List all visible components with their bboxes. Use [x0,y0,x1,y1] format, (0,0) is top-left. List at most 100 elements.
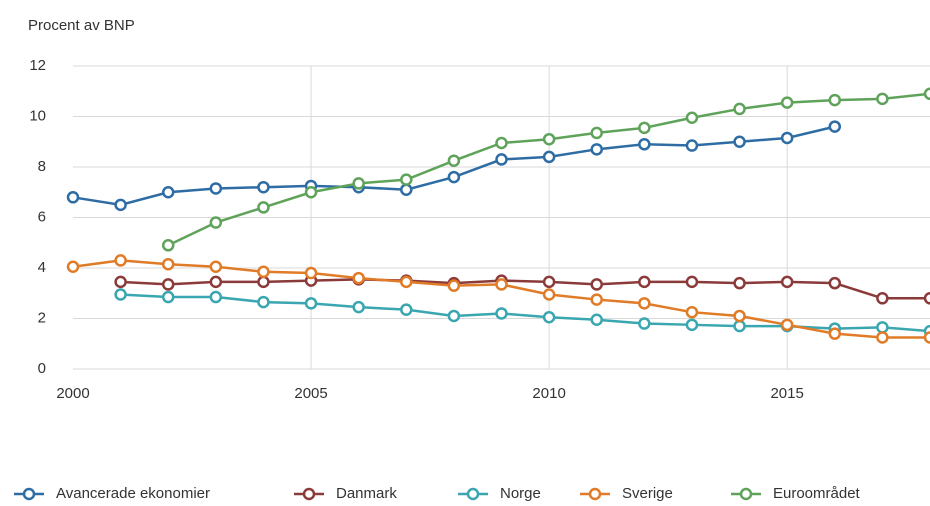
data-point [542,310,556,324]
data-point [352,177,365,190]
data-point [400,303,413,316]
data-point [209,260,223,273]
data-point [304,297,318,310]
data-point [447,279,461,292]
data-point [780,318,794,332]
data-point [161,278,175,291]
data-point [400,275,413,289]
data-point [638,297,651,310]
x-tick-label: 2015 [770,385,803,402]
data-point [542,132,556,146]
data-point [542,150,556,164]
data-point [495,278,508,291]
x-tick-label: 2005 [294,385,327,402]
data-point [685,318,699,332]
data-point [257,265,270,279]
y-tick-label: 2 [38,309,46,326]
data-point [828,120,842,133]
data-point [923,292,930,305]
data-point [733,309,746,323]
data-point [733,276,746,290]
data-point [733,135,746,148]
data-point [209,182,223,195]
data-point [447,154,461,167]
legend-label: Euroområdet [773,485,861,502]
data-point [685,111,699,125]
y-tick-label: 6 [38,208,46,225]
data-point [352,300,365,314]
data-point [114,198,127,212]
data-point [780,96,794,109]
legend-marker [588,487,602,501]
series-line [120,278,930,300]
y-tick-label: 0 [38,360,46,377]
y-tick-label: 8 [38,158,46,175]
data-point [304,266,318,280]
data-point [257,201,270,214]
legend-marker [739,487,753,501]
y-tick-label: 4 [38,259,46,276]
data-point [542,275,556,289]
x-tick-label: 2010 [532,385,565,402]
data-point [780,131,794,145]
data-point [495,153,508,166]
x-tick-label: 2000 [56,385,89,402]
legend-marker [302,487,316,501]
data-point [114,288,127,301]
data-point [161,186,175,199]
data-point [257,275,270,289]
data-point [257,180,270,194]
data-point [590,278,603,291]
data-point [590,126,603,140]
data-point [780,275,794,289]
data-point [590,293,603,306]
data-point [638,317,651,330]
data-point [876,321,889,334]
data-point [66,191,80,204]
data-point [638,121,651,135]
data-point [66,260,80,273]
legend-label: Norge [500,485,541,502]
data-point [876,331,889,344]
data-point [161,290,175,304]
data-point [590,143,603,156]
data-point [447,309,461,323]
data-point [304,186,318,199]
data-point [828,276,842,290]
y-tick-label: 10 [29,107,46,124]
data-point [209,275,223,289]
data-point [828,93,842,107]
data-point [400,173,413,186]
data-point [685,305,699,319]
legend-label: Avancerade ekonomier [56,485,210,502]
data-point [590,313,603,327]
data-point [161,239,175,252]
data-point [352,271,365,285]
data-point [923,87,930,101]
legend-label: Danmark [336,485,397,502]
y-axis-label: Procent av BNP [28,17,135,34]
data-point [876,92,889,106]
data-point [114,254,127,267]
data-point [114,275,127,289]
data-point [257,295,270,309]
y-tick-label: 12 [29,57,46,74]
data-point [876,292,889,305]
data-point [828,327,842,340]
data-point [638,138,651,151]
data-point [733,102,746,116]
data-point [447,170,461,184]
legend-label: Sverige [622,485,673,502]
data-point [733,319,746,333]
data-point [161,257,175,271]
data-point [685,275,699,289]
data-point [495,307,508,320]
legend-marker [466,487,480,501]
data-point [542,288,556,301]
data-point [400,183,413,196]
data-point [923,331,930,344]
data-point [209,290,223,304]
data-point [685,139,699,152]
series-line [120,293,930,333]
